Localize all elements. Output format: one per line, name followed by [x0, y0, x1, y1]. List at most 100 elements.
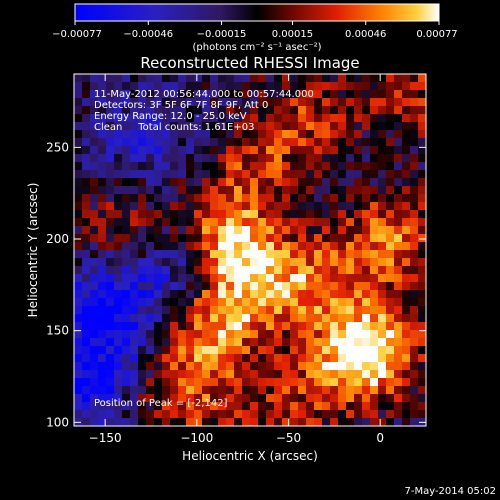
- heatmap-cell: [354, 386, 363, 395]
- heatmap-cell: [218, 282, 227, 291]
- heatmap-cell: [114, 306, 123, 315]
- heatmap-cell: [386, 202, 395, 211]
- heatmap-cell: [218, 226, 227, 235]
- heatmap-cell: [202, 274, 211, 283]
- heatmap-cell: [386, 394, 395, 403]
- heatmap-cell: [298, 202, 307, 211]
- heatmap-cell: [418, 394, 426, 403]
- heatmap-cell: [98, 386, 107, 395]
- heatmap-cell: [250, 298, 259, 307]
- heatmap-cell: [74, 362, 83, 371]
- heatmap-cell: [306, 258, 315, 267]
- heatmap-cell: [178, 354, 187, 363]
- heatmap-cell: [346, 338, 355, 347]
- heatmap-cell: [306, 266, 315, 275]
- heatmap-cell: [266, 354, 275, 363]
- heatmap-cell: [290, 114, 299, 123]
- heatmap-cell: [338, 298, 347, 307]
- heatmap-cell: [162, 378, 171, 387]
- heatmap-cell: [194, 194, 203, 203]
- heatmap-cell: [138, 146, 147, 155]
- heatmap-cell: [106, 162, 115, 171]
- heatmap-cell: [82, 258, 91, 267]
- heatmap-cell: [234, 354, 243, 363]
- heatmap-cell: [122, 386, 131, 395]
- heatmap-cell: [138, 306, 147, 315]
- heatmap-cell: [322, 258, 331, 267]
- heatmap-cell: [218, 330, 227, 339]
- heatmap-cell: [178, 410, 187, 419]
- heatmap-cell: [314, 330, 323, 339]
- heatmap-cell: [354, 330, 363, 339]
- heatmap-cell: [274, 258, 283, 267]
- heatmap-cell: [338, 138, 347, 147]
- heatmap-cell: [194, 306, 203, 315]
- heatmap-cell: [330, 266, 339, 275]
- heatmap-cell: [138, 154, 147, 163]
- heatmap-cell: [90, 154, 99, 163]
- heatmap-cell: [402, 410, 411, 419]
- heatmap-cell: [370, 354, 379, 363]
- heatmap-cell: [162, 322, 171, 331]
- heatmap-cell: [418, 242, 426, 251]
- heatmap-cell: [218, 210, 227, 219]
- heatmap-cell: [314, 306, 323, 315]
- heatmap-cell: [282, 298, 291, 307]
- heatmap-cell: [114, 258, 123, 267]
- heatmap-cell: [154, 98, 163, 107]
- heatmap-cell: [242, 122, 251, 131]
- heatmap-cell: [138, 274, 147, 283]
- heatmap-cell: [210, 146, 219, 155]
- heatmap-cell: [194, 282, 203, 291]
- heatmap-cell: [234, 226, 243, 235]
- heatmap-cell: [218, 418, 227, 426]
- heatmap-cell: [234, 362, 243, 371]
- heatmap-cell: [154, 330, 163, 339]
- heatmap-cell: [394, 74, 403, 83]
- heatmap-cell: [274, 250, 283, 259]
- heatmap-cell: [98, 250, 107, 259]
- heatmap-cell: [306, 330, 315, 339]
- heatmap-cell: [306, 314, 315, 323]
- heatmap-cell: [338, 210, 347, 219]
- heatmap-cell: [338, 410, 347, 419]
- heatmap-cell: [74, 98, 83, 107]
- heatmap-cell: [146, 122, 155, 131]
- heatmap-cell: [370, 322, 379, 331]
- heatmap-cell: [354, 274, 363, 283]
- heatmap-cell: [226, 394, 235, 403]
- heatmap-cell: [202, 154, 211, 163]
- heatmap-cell: [282, 210, 291, 219]
- heatmap-cell: [378, 338, 387, 347]
- heatmap-cell: [218, 306, 227, 315]
- heatmap-cell: [410, 146, 419, 155]
- heatmap-cell: [274, 226, 283, 235]
- heatmap-cell: [314, 362, 323, 371]
- heatmap-cell: [330, 410, 339, 419]
- heatmap-cell: [146, 146, 155, 155]
- heatmap-cell: [410, 306, 419, 315]
- heatmap-cell: [250, 418, 259, 426]
- heatmap-cell: [330, 354, 339, 363]
- heatmap-cell: [346, 282, 355, 291]
- heatmap-cell: [114, 210, 123, 219]
- heatmap-cell: [114, 154, 123, 163]
- heatmap-cell: [178, 386, 187, 395]
- heatmap-cell: [154, 266, 163, 275]
- heatmap-cell: [410, 130, 419, 139]
- heatmap-cell: [154, 346, 163, 355]
- heatmap-cell: [234, 402, 243, 411]
- heatmap-cell: [146, 186, 155, 195]
- heatmap-cell: [130, 218, 139, 227]
- heatmap-cell: [186, 418, 195, 426]
- heatmap-cell: [154, 418, 163, 426]
- heatmap-cell: [346, 330, 355, 339]
- heatmap-cell: [418, 402, 426, 411]
- heatmap-cell: [234, 122, 243, 131]
- heatmap-cell: [194, 82, 203, 91]
- heatmap-cell: [258, 346, 267, 355]
- heatmap-cell: [306, 250, 315, 259]
- heatmap-cell: [322, 370, 331, 379]
- heatmap-cell: [74, 258, 83, 267]
- heatmap-cell: [218, 186, 227, 195]
